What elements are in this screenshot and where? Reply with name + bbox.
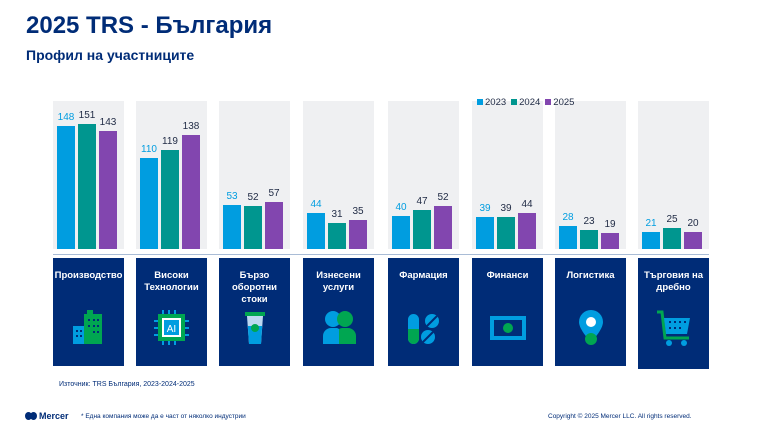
industry-label: Логистика — [566, 270, 615, 281]
bar-2025 — [182, 134, 200, 249]
copyright: Copyright © 2025 Mercer LLC. All rights … — [548, 413, 692, 420]
data-label: 53 — [226, 191, 238, 203]
buildings-icon — [73, 310, 102, 344]
bar-2025 — [684, 232, 702, 249]
industry-card: Производство — [53, 258, 124, 366]
bar-2023 — [140, 157, 158, 249]
coffee-cup-icon — [245, 312, 265, 344]
footnote: * Една компания може да е част от няколк… — [81, 413, 246, 420]
data-label: 143 — [99, 116, 117, 128]
industry-label: Финанси — [486, 270, 529, 281]
shopping-cart-icon — [657, 310, 690, 346]
legend-item-2024: 2024 — [511, 97, 540, 108]
industry-label: Фармация — [399, 270, 448, 281]
divider — [53, 254, 709, 255]
industry-card: Логистика — [555, 258, 626, 366]
industry-label: Изнесени услуги — [316, 270, 361, 293]
data-label: 151 — [78, 110, 96, 121]
data-label: 52 — [247, 191, 259, 203]
bar-2024 — [244, 205, 262, 249]
bar-2023 — [642, 231, 660, 249]
data-label: 110 — [141, 143, 157, 155]
bar-2025 — [265, 201, 283, 249]
data-label: 35 — [352, 206, 364, 218]
bar-2025 — [518, 212, 536, 249]
data-label: 138 — [182, 120, 200, 132]
bar-2024 — [413, 210, 431, 249]
data-label: 23 — [583, 215, 595, 227]
data-label: 25 — [666, 214, 678, 226]
legend-item-2025: 2025 — [545, 97, 574, 108]
industry-label: Търговия на дребно — [643, 270, 704, 293]
data-label: 44 — [521, 198, 533, 210]
bar-2023 — [476, 216, 494, 249]
bar-2024 — [580, 229, 598, 249]
mercer-logo-icon — [25, 412, 37, 420]
people-icon — [323, 311, 356, 344]
data-label: 39 — [479, 202, 491, 214]
data-label: 19 — [604, 219, 616, 231]
industry-label: Високи Технологии — [144, 270, 199, 293]
bar-2024 — [161, 150, 179, 249]
chart-legend: 2023 2024 2025 — [477, 97, 574, 108]
data-label: 57 — [268, 187, 280, 199]
legend-label: 2023 — [485, 97, 507, 108]
data-label: 21 — [645, 217, 657, 229]
industry-card: Изнесени услуги — [303, 258, 374, 366]
chart-panel — [555, 101, 626, 249]
ai-chip-icon: AI — [154, 310, 189, 345]
industry-card: Фармация — [388, 258, 459, 366]
data-label: 28 — [562, 211, 574, 223]
legend-label: 2025 — [553, 97, 575, 108]
industry-label: Бързо оборотни стоки — [231, 270, 278, 305]
banknote-icon — [490, 316, 526, 340]
data-label: 47 — [416, 196, 428, 208]
pills-icon — [408, 314, 439, 344]
industry-label: Производство — [54, 270, 123, 281]
bar-2024 — [663, 228, 681, 249]
bar-2025 — [349, 220, 367, 249]
bar-2025 — [434, 205, 452, 249]
page-title: 2025 TRS - България — [26, 12, 273, 39]
legend-item-2023: 2023 — [477, 97, 506, 108]
data-label: 148 — [57, 112, 75, 124]
bar-2024 — [78, 124, 96, 249]
logo-text: Mercer — [39, 411, 69, 421]
industry-card: Финанси — [472, 258, 543, 366]
bar-2023 — [57, 126, 75, 249]
data-label: 40 — [395, 201, 407, 213]
industry-card: Бързо оборотни стоки — [219, 258, 290, 366]
bar-2025 — [601, 233, 619, 249]
industry-card: Високи Технологии AI — [136, 258, 207, 366]
bar-2024 — [328, 223, 346, 249]
svg-text:AI: AI — [167, 324, 176, 335]
data-label: 20 — [687, 218, 699, 230]
page-subtitle: Профил на участниците — [26, 47, 195, 63]
bar-2023 — [392, 215, 410, 249]
data-label: 31 — [331, 209, 343, 221]
mercer-logo: Mercer — [25, 411, 69, 421]
source-note: Източник: TRS България, 2023-2024-2025 — [59, 381, 195, 388]
data-label: 119 — [162, 136, 178, 148]
bar-2025 — [99, 130, 117, 249]
legend-label: 2024 — [519, 97, 541, 108]
bar-2024 — [497, 216, 515, 249]
location-pin-icon — [579, 310, 603, 345]
industry-card: Търговия на дребно — [638, 258, 709, 369]
chart-panel — [638, 101, 709, 249]
data-label: 44 — [310, 198, 322, 210]
data-label: 52 — [437, 191, 449, 203]
data-label: 39 — [500, 202, 512, 214]
bar-2023 — [559, 225, 577, 249]
bar-2023 — [223, 205, 241, 249]
bar-2023 — [307, 212, 325, 249]
